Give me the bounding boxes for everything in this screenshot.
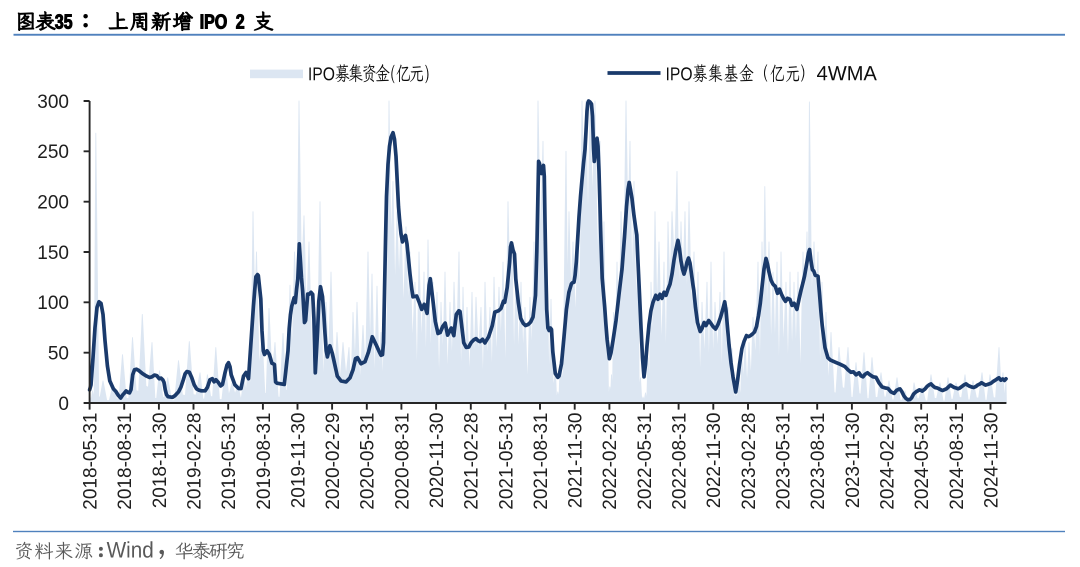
svg-text:2019-08-31: 2019-08-31 bbox=[254, 413, 275, 510]
svg-text:2023-02-28: 2023-02-28 bbox=[739, 413, 760, 510]
svg-text:2022-02-28: 2022-02-28 bbox=[600, 413, 621, 510]
svg-text:150: 150 bbox=[37, 243, 69, 264]
svg-text:2020-05-31: 2020-05-31 bbox=[358, 413, 379, 510]
svg-text:2021-05-31: 2021-05-31 bbox=[496, 413, 517, 510]
svg-text:100: 100 bbox=[37, 293, 69, 314]
svg-text:2019-02-28: 2019-02-28 bbox=[184, 413, 205, 510]
svg-text:2023-08-31: 2023-08-31 bbox=[808, 413, 829, 510]
svg-text:2020-08-31: 2020-08-31 bbox=[392, 413, 413, 510]
svg-text:2020-11-30: 2020-11-30 bbox=[427, 413, 448, 509]
svg-text:2021-02-28: 2021-02-28 bbox=[462, 413, 483, 510]
svg-text:0: 0 bbox=[58, 394, 69, 415]
svg-text:2022-08-31: 2022-08-31 bbox=[670, 413, 691, 510]
svg-text:2024-11-30: 2024-11-30 bbox=[981, 413, 1002, 509]
svg-text:2018-05-31: 2018-05-31 bbox=[81, 413, 102, 510]
svg-text:2024-02-29: 2024-02-29 bbox=[877, 413, 898, 510]
svg-text:2023-11-30: 2023-11-30 bbox=[843, 413, 864, 509]
svg-text:2024-05-31: 2024-05-31 bbox=[912, 413, 933, 510]
svg-text:2021-11-30: 2021-11-30 bbox=[566, 413, 587, 509]
svg-text:2018-11-30: 2018-11-30 bbox=[150, 413, 171, 509]
svg-text:2024-08-31: 2024-08-31 bbox=[947, 413, 968, 510]
svg-text:2022-05-31: 2022-05-31 bbox=[635, 413, 656, 510]
svg-text:250: 250 bbox=[37, 142, 69, 163]
svg-text:200: 200 bbox=[37, 193, 69, 214]
svg-text:2021-08-31: 2021-08-31 bbox=[531, 413, 552, 510]
svg-text:50: 50 bbox=[48, 344, 69, 365]
svg-text:2022-11-30: 2022-11-30 bbox=[704, 413, 725, 509]
svg-text:2019-05-31: 2019-05-31 bbox=[219, 413, 240, 510]
svg-text:300: 300 bbox=[37, 92, 69, 113]
svg-text:2023-05-31: 2023-05-31 bbox=[774, 413, 795, 510]
svg-text:2020-02-29: 2020-02-29 bbox=[323, 413, 344, 510]
svg-text:2018-08-31: 2018-08-31 bbox=[115, 413, 136, 510]
svg-text:2019-11-30: 2019-11-30 bbox=[288, 413, 309, 509]
